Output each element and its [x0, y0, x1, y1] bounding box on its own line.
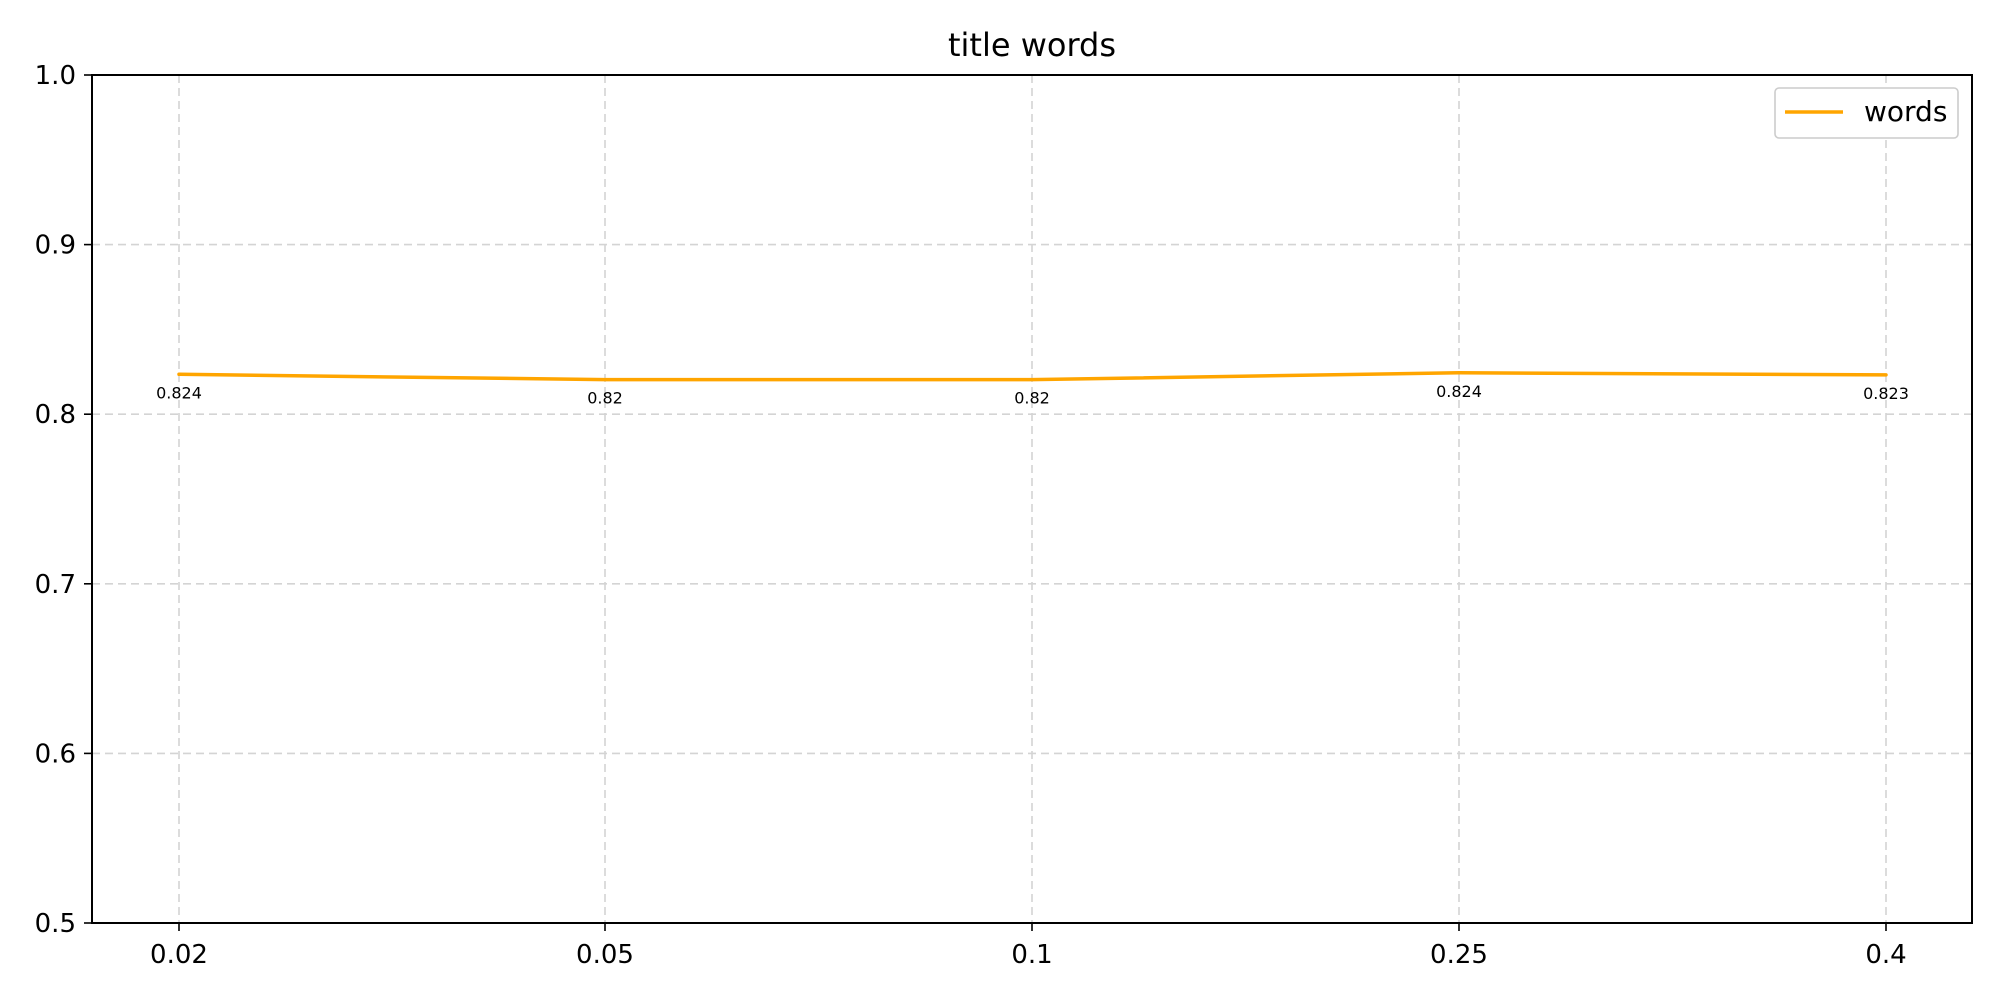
y-tick-label: 0.8: [35, 400, 76, 430]
y-axis: 0.5 0.6 0.7 0.8 0.9 1.0: [35, 61, 92, 939]
x-tick-label: 0.25: [1430, 940, 1488, 970]
y-tick-label: 0.6: [35, 739, 76, 769]
y-tick-label: 1.0: [35, 61, 76, 91]
legend: words: [1774, 87, 1959, 139]
x-axis: 0.02 0.05 0.1 0.25 0.4: [150, 923, 1907, 970]
legend-label-words: words: [1864, 95, 1947, 128]
series-group: 0.824 0.82 0.82 0.824 0.823: [156, 371, 1909, 408]
y-tick-label: 0.5: [35, 909, 76, 939]
x-tick-label: 0.05: [576, 940, 634, 970]
data-label: 0.82: [587, 389, 623, 408]
data-label: 0.824: [1436, 382, 1482, 401]
data-label: 0.823: [1863, 384, 1909, 403]
data-label: 0.82: [1014, 389, 1050, 408]
data-label: 0.824: [156, 383, 202, 402]
grid: [92, 75, 1972, 923]
x-tick-label: 0.1: [1011, 940, 1052, 970]
x-tick-label: 0.4: [1865, 940, 1906, 970]
chart-title: title words: [948, 26, 1116, 64]
y-tick-label: 0.7: [35, 570, 76, 600]
y-tick-label: 0.9: [35, 231, 76, 261]
legend-box: [1774, 87, 1959, 139]
x-tick-label: 0.02: [150, 940, 208, 970]
